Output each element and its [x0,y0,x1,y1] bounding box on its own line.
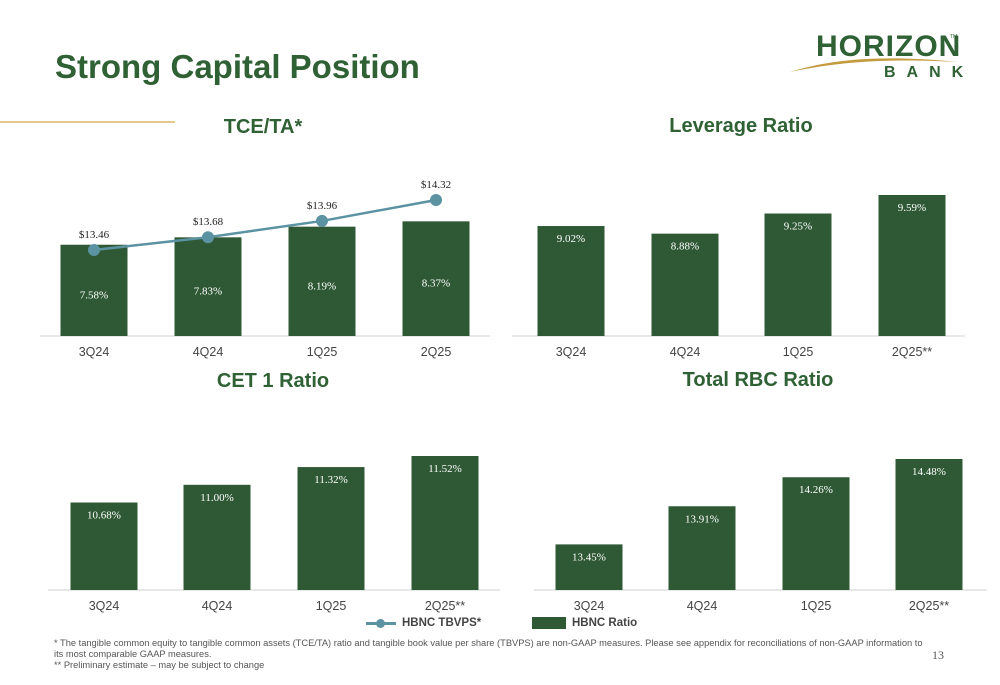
chart-1-category-label: 2Q25** [892,345,932,359]
chart-0-category-label: 2Q25 [421,345,452,359]
chart-0-line-point [202,231,214,244]
chart-1-category-label: 3Q24 [556,345,587,359]
accent-rule [0,121,175,123]
chart-0-bar-label: 7.83% [194,286,222,298]
chart-0-bar [174,237,242,336]
chart-3-bar [782,477,850,590]
chart-1-bar [537,226,605,336]
chart-1-category-label: 1Q25 [783,345,814,359]
chart-0-category-label: 1Q25 [307,345,338,359]
chart-3-category-label: 1Q25 [801,599,832,613]
page-number: 13 [932,648,944,662]
chart-0-category-label: 4Q24 [193,345,224,359]
logo-subtitle: BANK [884,64,975,81]
chart-0-category-label: 3Q24 [79,345,110,359]
chart-0-bar-label: 8.37% [422,278,450,290]
chart-3-bar [555,544,623,590]
chart-2-category-label: 1Q25 [316,599,347,613]
chart-2-bar-label: 10.68% [87,510,121,522]
chart-title-total-rbc: Total RBC Ratio [682,369,834,391]
chart-1-bar-label: 9.25% [784,221,812,233]
chart-0-line-label: $13.46 [79,229,110,241]
bar-swatch-icon [532,617,566,629]
chart-0-line-label: $13.68 [193,216,224,228]
legend-line-label: HBNC TBVPS* [402,617,482,629]
chart-2-bar [183,484,251,590]
chart-0-line-point [430,194,442,206]
chart-3-category-label: 3Q24 [574,599,605,613]
chart-0-line-point [316,214,328,227]
chart-2-bar-label: 11.52% [428,463,462,475]
line-marker-icon [366,618,396,628]
chart-title-tce-ta: TCE/TA* [223,116,303,138]
footnote-2: ** Preliminary estimate – may be subject… [54,660,265,670]
chart-2-category-label: 3Q24 [89,599,120,613]
logo-wordmark: HORIZON [816,30,962,63]
chart-1-bar-label: 9.02% [557,233,585,245]
chart-1-bar-label: 9.59% [898,202,926,214]
chart-1-bar [878,195,946,336]
chart-3-bar-label: 13.91% [685,513,719,525]
footnotes: * The tangible common equity to tangible… [54,638,934,671]
footnote-1: * The tangible common equity to tangible… [54,638,923,659]
chart-3-bar-label: 14.48% [912,466,946,478]
chart-3-bar [668,506,736,590]
chart-0-bar-label: 7.58% [80,289,108,301]
logo-swoosh-icon [790,58,958,72]
legend-bar-label: HBNC Ratio [572,617,638,629]
chart-2-bar [297,467,365,590]
logo-trademark: TM [950,34,958,40]
chart-3-bar-label: 14.26% [799,484,833,496]
page-title: Strong Capital Position [55,48,420,85]
chart-2-bar [411,456,479,590]
legend-bar-item: HBNC Ratio [532,617,637,629]
chart-0-line-series [93,198,437,252]
chart-2-bar-label: 11.00% [200,492,234,504]
chart-3-category-label: 2Q25** [909,599,949,613]
chart-0-bar-label: 8.19% [308,280,336,292]
legend-line-item: HBNC TBVPS* [366,617,481,629]
chart-0-line-point [88,244,100,256]
chart-title-cet1: CET 1 Ratio [216,370,330,392]
chart-title-leverage: Leverage Ratio [669,115,813,137]
chart-0-bar [60,244,128,336]
chart-3-category-label: 4Q24 [687,599,718,613]
chart-0-bar [288,226,356,336]
chart-0-bar [402,221,470,336]
chart-0-line-label: $13.96 [307,200,338,212]
chart-1-bar [651,233,719,336]
chart-1-bar [764,213,832,336]
chart-0-line-label: $14.32 [421,179,451,191]
chart-3-bar [895,459,963,590]
chart-1-category-label: 4Q24 [670,345,701,359]
chart-2-category-label: 2Q25** [425,599,465,613]
chart-2-bar [70,502,138,590]
chart-1-bar-label: 8.88% [671,241,699,253]
chart-2-category-label: 4Q24 [202,599,233,613]
horizon-bank-logo: HORIZON TM BANK [788,30,968,90]
chart-3-bar-label: 13.45% [572,551,606,563]
chart-2-bar-label: 11.32% [314,474,348,486]
